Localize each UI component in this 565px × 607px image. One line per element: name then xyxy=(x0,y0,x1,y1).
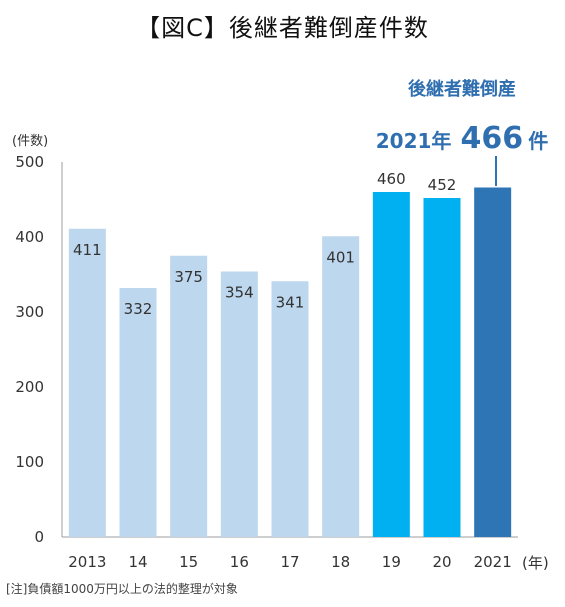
x-tick-label: 20 xyxy=(432,553,451,571)
chart-title: 【図C】後継者難倒産件数 xyxy=(136,14,429,42)
data-label: 452 xyxy=(428,176,457,194)
callout-title: 後継者難倒産 xyxy=(408,78,516,100)
y-tick-label: 100 xyxy=(15,453,44,471)
x-tick-label: 17 xyxy=(280,553,299,571)
bar xyxy=(372,192,410,537)
y-tick-label: 500 xyxy=(15,153,44,171)
bar xyxy=(220,271,258,537)
bars xyxy=(68,187,512,537)
callout-year: 2021年 xyxy=(376,129,452,153)
x-tick-label: 2013 xyxy=(68,553,106,571)
x-tick-label: 16 xyxy=(230,553,249,571)
bar-labels: 2013 411 14 332 15 375 16 354 17 341 18 401 19 460 20 4… xyxy=(68,170,512,571)
bar xyxy=(423,198,461,537)
data-label: 375 xyxy=(174,268,203,286)
data-label: 411 xyxy=(73,241,102,259)
x-tick-label: 19 xyxy=(382,553,401,571)
bar xyxy=(119,288,157,537)
bar xyxy=(322,236,360,537)
x-tick-label: 14 xyxy=(128,553,147,571)
x-tick-label: 18 xyxy=(331,553,350,571)
callout: 後継者難倒産 2021年 466 件 xyxy=(376,78,548,186)
y-axis-unit-label: (件数) xyxy=(12,134,48,149)
callout-unit: 件 xyxy=(528,129,548,153)
y-tick-label: 300 xyxy=(15,303,44,321)
bar xyxy=(474,187,512,537)
x-tick-label: 2021 xyxy=(474,553,512,571)
data-label: 332 xyxy=(124,300,153,318)
x-tick-label: 15 xyxy=(179,553,198,571)
y-tick-label: 0 xyxy=(34,528,44,546)
data-label: 401 xyxy=(326,248,355,266)
callout-value: 466 xyxy=(461,121,524,156)
x-axis-unit-label: (年) xyxy=(522,554,549,572)
bar xyxy=(271,281,309,537)
callout-value-line: 2021年 466 件 xyxy=(376,121,548,156)
y-tick-label: 200 xyxy=(15,378,44,396)
footnote: [注]負債額1000万円以上の法的整理が対象 xyxy=(6,582,238,596)
data-label: 354 xyxy=(225,284,254,302)
bar xyxy=(170,255,208,537)
data-label: 460 xyxy=(377,170,406,188)
bar xyxy=(68,228,106,537)
y-tick-label: 400 xyxy=(15,228,44,246)
data-label: 341 xyxy=(276,293,305,311)
